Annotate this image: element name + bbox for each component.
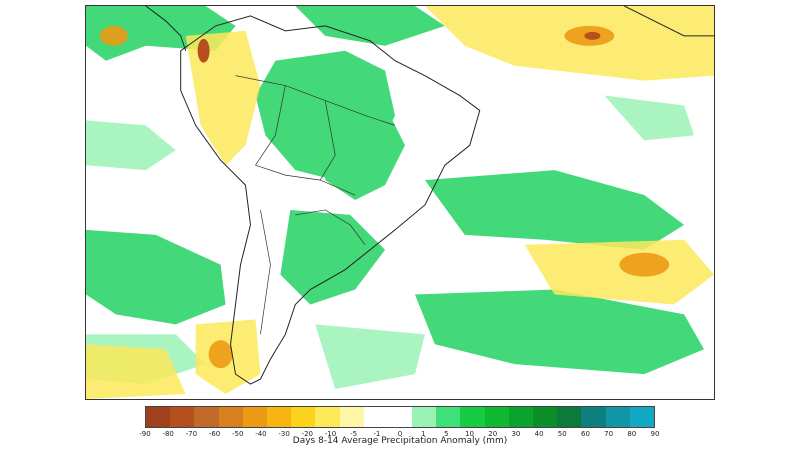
dry-region-pacific bbox=[86, 344, 186, 399]
colorbar-tick-label: 0 bbox=[397, 430, 403, 438]
colorbar-tick-label: -40 bbox=[255, 430, 267, 438]
dry-spot-northwest bbox=[99, 25, 128, 46]
colorbar-tick-label: -70 bbox=[185, 430, 198, 438]
colorbar-ticks: -90 -80 -70 -60 -50 -40 -30 -20 -10 -5 -1 0 1 5 10 20 30… bbox=[139, 430, 659, 442]
colorbar-tick-label: 70 bbox=[604, 430, 614, 438]
colorbar-tick-label: -80 bbox=[162, 430, 174, 438]
colorbar-tick-label: 90 bbox=[650, 430, 660, 438]
colorbar-swatch bbox=[387, 407, 413, 427]
precipitation-anomaly-map bbox=[85, 5, 715, 400]
south-america-outline bbox=[180, 15, 481, 385]
extreme-dry-spots bbox=[197, 31, 601, 63]
africa-outline bbox=[624, 6, 714, 37]
colorbar-swatch bbox=[146, 407, 171, 427]
wet-region-pampas bbox=[280, 209, 386, 305]
dry-spot-colombia bbox=[197, 38, 210, 63]
light-wet-region-south bbox=[315, 324, 425, 390]
wet-anomaly-regions bbox=[86, 6, 705, 375]
colorbar-tick-label: 10 bbox=[465, 430, 474, 438]
colorbar-tick-label: -1 bbox=[373, 430, 381, 438]
strong-dry-spots bbox=[99, 25, 670, 369]
colorbar-tick-label: -90 bbox=[139, 430, 151, 438]
colorbar-tick-label: 20 bbox=[488, 430, 498, 438]
colorbar-tick-label: 50 bbox=[557, 430, 567, 438]
wet-region-pacific bbox=[86, 229, 226, 325]
colorbar-tick-label: 1 bbox=[420, 430, 426, 438]
colorbar-swatch bbox=[363, 407, 388, 427]
colorbar-tick-label: -20 bbox=[301, 430, 313, 438]
colorbar bbox=[145, 406, 655, 428]
colorbar-swatch bbox=[557, 407, 582, 427]
wet-region-far-south-atlantic bbox=[414, 289, 705, 375]
colorbar-tick-label: -5 bbox=[350, 430, 358, 438]
colorbar-swatch bbox=[508, 407, 533, 427]
colorbar-tick-label: 60 bbox=[580, 430, 590, 438]
light-wet-region-pacific-north bbox=[86, 120, 176, 171]
dry-region-north-atlantic bbox=[424, 6, 714, 81]
country-borders bbox=[235, 75, 396, 335]
wet-region-caribbean bbox=[295, 6, 445, 46]
colorbar-tick-label: 30 bbox=[511, 430, 521, 438]
colorbar-tick-label: 5 bbox=[444, 430, 449, 438]
colorbar-swatch bbox=[484, 407, 509, 427]
colorbar-tick-label: -50 bbox=[232, 430, 244, 438]
colorbar-title: Days 8-14 Average Precipitation Anomaly … bbox=[292, 436, 508, 446]
colorbar-tick-label: -30 bbox=[278, 430, 290, 438]
dry-spot-patagonia bbox=[208, 340, 233, 369]
colorbar-swatch bbox=[266, 407, 292, 427]
colorbar-tick-label: 80 bbox=[627, 430, 637, 438]
dry-spot-atlantic-core bbox=[584, 31, 601, 40]
colorbar-tick-label: -10 bbox=[324, 430, 337, 438]
dry-region-andes bbox=[185, 30, 261, 166]
colorbar-swatch bbox=[291, 407, 316, 427]
wet-region-central-brazil bbox=[325, 100, 405, 201]
colorbar-swatch bbox=[242, 407, 267, 427]
dry-region-south-atlantic bbox=[524, 239, 714, 305]
colorbar-swatch bbox=[629, 407, 654, 427]
central-america-outline bbox=[145, 6, 187, 51]
colorbar-legend: -90 -80 -70 -60 -50 -40 -30 -20 -10 -5 -1 0 1 5 10 20 30… bbox=[139, 406, 659, 446]
colorbar-swatch bbox=[194, 407, 219, 427]
colorbar-swatch bbox=[605, 407, 630, 427]
colorbar-swatch bbox=[170, 407, 195, 427]
dry-spot-south-atlantic bbox=[619, 252, 670, 277]
colorbar-swatch bbox=[315, 407, 340, 427]
colorbar-swatch bbox=[218, 407, 243, 427]
dry-anomaly-regions bbox=[86, 6, 714, 399]
colorbar-swatch bbox=[412, 407, 437, 427]
colorbar-swatch bbox=[339, 407, 364, 427]
colorbar-swatch bbox=[460, 407, 485, 427]
colorbar-swatch bbox=[533, 407, 558, 427]
colorbar-swatch bbox=[581, 407, 606, 427]
colorbar-tick-label: 40 bbox=[534, 430, 544, 438]
map-canvas bbox=[86, 6, 714, 399]
colorbar-tick-label: -60 bbox=[208, 430, 221, 438]
colorbar-swatch bbox=[436, 407, 461, 427]
wet-region-south-atlantic bbox=[424, 170, 685, 250]
light-wet-region-atlantic-east bbox=[604, 95, 695, 141]
